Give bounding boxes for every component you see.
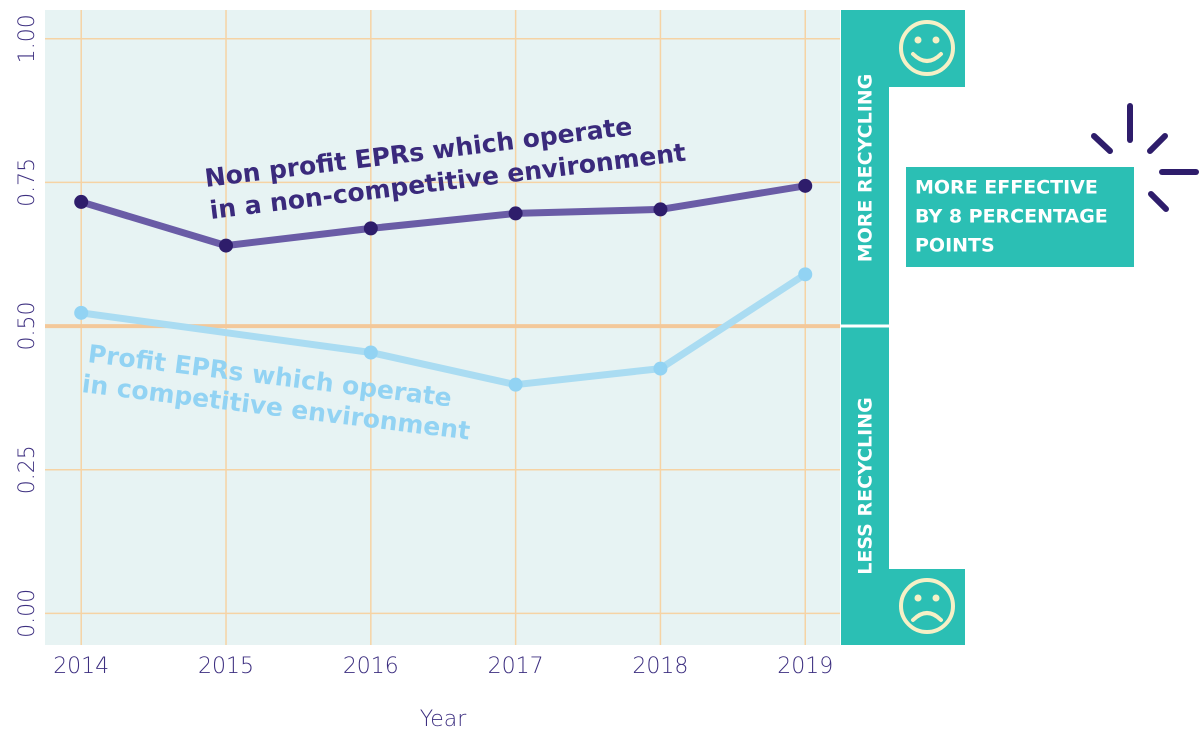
- point: [508, 206, 523, 221]
- y-tick-label: 0.25: [15, 445, 40, 494]
- point: [653, 202, 668, 217]
- point: [363, 345, 378, 360]
- callout-line: BY 8 PERCENTAGE: [915, 206, 1108, 228]
- x-tick-label: 2015: [198, 654, 254, 679]
- eye: [914, 594, 922, 602]
- happy-face: [899, 20, 955, 76]
- side-label-bottom: LESS RECYCLING: [855, 397, 877, 574]
- point: [363, 221, 378, 236]
- point: [653, 361, 668, 376]
- point: [74, 194, 89, 209]
- eye: [914, 36, 922, 44]
- callout-line: MORE EFFECTIVE: [915, 177, 1098, 199]
- point: [798, 178, 813, 193]
- y-tick-label: 0.75: [15, 158, 40, 207]
- x-tick-label: 2019: [777, 654, 833, 679]
- callout-box: [906, 167, 1134, 267]
- x-axis-label: Year: [420, 707, 468, 732]
- point: [74, 305, 89, 320]
- x-tick-label: 2014: [53, 654, 109, 679]
- point: [798, 267, 813, 282]
- x-tick-label: 2016: [343, 654, 399, 679]
- y-tick-label: 1.00: [15, 14, 40, 63]
- point: [219, 238, 234, 253]
- series-line: [80, 182, 806, 250]
- callout-line: POINTS: [915, 235, 995, 257]
- x-tick-label: 2018: [632, 654, 688, 679]
- y-tick-label: 0.00: [15, 589, 40, 638]
- sparkle: [1091, 103, 1199, 212]
- sad-face: [899, 578, 955, 634]
- eye: [932, 594, 940, 602]
- y-tick-label: 0.50: [15, 302, 40, 351]
- eye: [932, 36, 940, 44]
- point: [508, 377, 523, 392]
- x-tick-label: 2017: [488, 654, 544, 679]
- side-label-top: MORE RECYCLING: [855, 74, 877, 263]
